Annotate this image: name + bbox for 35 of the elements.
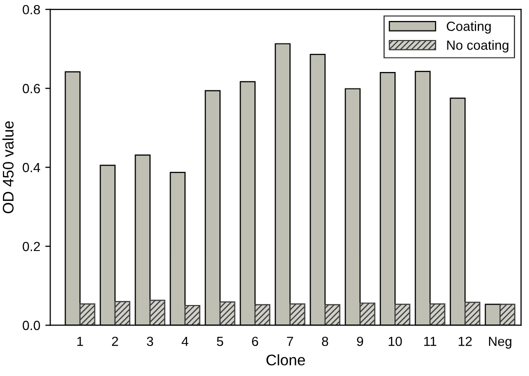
bar [289,303,306,326]
x-tick-label: Neg [489,336,512,349]
x-tick-label: 7 [287,336,294,346]
bar [430,303,446,326]
x-tick-label: 8 [322,336,328,346]
x-tick-label: 12 [458,336,472,346]
bar [324,304,340,326]
bar [149,300,166,326]
x-tick-label: 6 [252,336,258,346]
x-tick-label: 10 [388,336,402,346]
legend-label: Coating [446,21,491,34]
bar [394,304,410,326]
y-axis-title: OD 450 value [2,121,14,214]
y-tick-label: 0.6 [22,84,40,94]
x-tick-label: 2 [112,336,118,346]
bar [500,304,516,326]
y-tick-label: 0.8 [22,4,40,14]
x-tick-label: 5 [216,336,224,346]
bar [219,301,236,326]
y-tick-label: 0.2 [22,242,40,252]
y-tick-label: 0.4 [22,162,40,172]
bar [464,302,480,326]
bar [184,304,200,326]
x-tick-label: 4 [182,336,188,346]
x-tick-label: 3 [146,336,154,346]
legend-label: No coating [447,40,508,52]
x-tick-label: 11 [424,336,436,346]
bar [79,303,96,326]
bar [114,300,130,326]
bar [254,304,270,326]
y-tick-label: 0.0 [22,320,40,330]
x-tick-label: 1 [77,336,84,346]
x-tick-label: 9 [356,336,364,346]
x-axis-title: Clone [266,354,305,366]
bar [359,302,376,326]
